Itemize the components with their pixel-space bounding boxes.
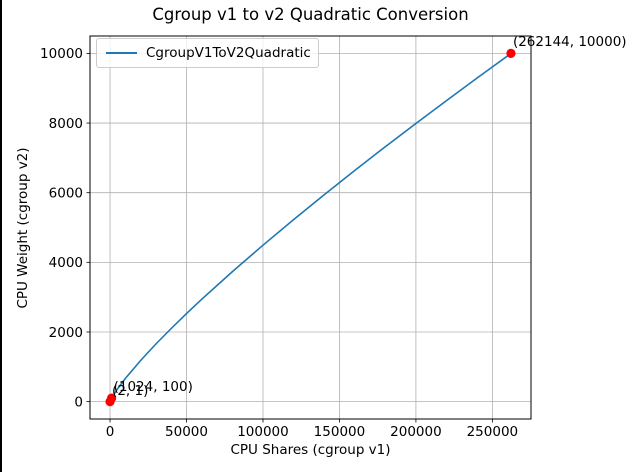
x-axis-label: CPU Shares (cgroup v1) bbox=[230, 442, 391, 458]
x-tick-label: 50000 bbox=[165, 424, 208, 440]
y-tick-label: 10000 bbox=[40, 46, 83, 62]
legend: CgroupV1ToV2Quadratic bbox=[96, 38, 319, 68]
x-tick-label: 100000 bbox=[237, 424, 289, 440]
y-tick-label: 8000 bbox=[49, 116, 83, 132]
point-annotation: (2, 1) bbox=[112, 382, 149, 399]
y-tick-label: 0 bbox=[74, 394, 83, 410]
series-line bbox=[109, 52, 512, 402]
y-axis-label: CPU Weight (cgroup v2) bbox=[15, 147, 31, 309]
point-annotation: (262144, 10000) bbox=[512, 34, 627, 51]
x-tick-label: 200000 bbox=[390, 424, 442, 440]
x-tick-label: 250000 bbox=[467, 424, 519, 440]
chart-title: Cgroup v1 to v2 Quadratic Conversion bbox=[152, 5, 469, 24]
x-tick-label: 0 bbox=[106, 424, 115, 440]
point-annotation: (1024, 100) bbox=[113, 379, 193, 396]
y-tick-label: 2000 bbox=[49, 325, 83, 341]
y-tick-label: 4000 bbox=[49, 255, 83, 271]
legend-label: CgroupV1ToV2Quadratic bbox=[146, 45, 311, 61]
y-tick-label: 6000 bbox=[49, 185, 83, 201]
window-left-border bbox=[0, 0, 2, 472]
axes-frame bbox=[89, 35, 532, 420]
x-tick-label: 150000 bbox=[314, 424, 366, 440]
data-point-marker bbox=[107, 393, 117, 403]
legend-line-sample bbox=[106, 51, 137, 55]
data-point-marker bbox=[506, 48, 516, 59]
